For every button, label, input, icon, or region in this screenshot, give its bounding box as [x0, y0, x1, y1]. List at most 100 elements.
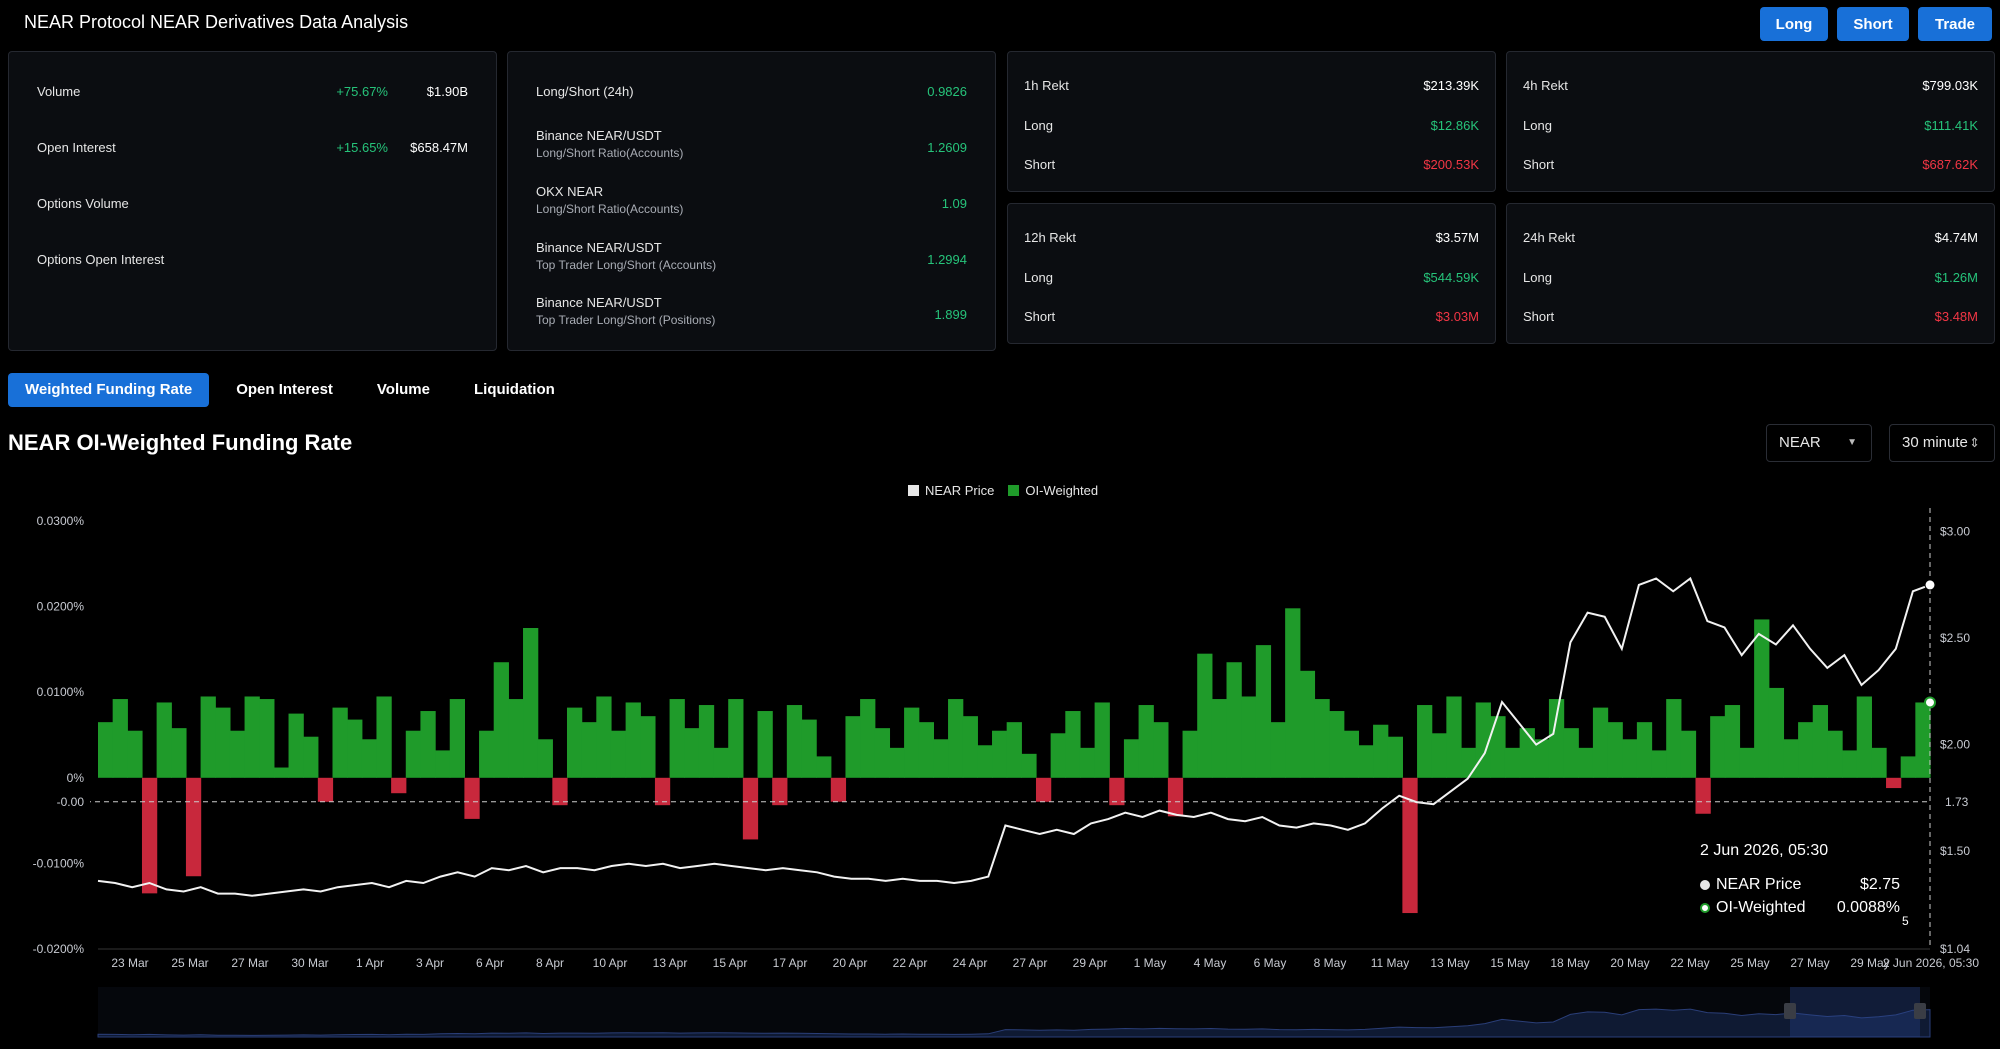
- funding-bar: [273, 767, 290, 778]
- y-left-tick-label: -0.0100%: [33, 856, 85, 870]
- ratio-label: Binance NEAR/USDT: [536, 240, 662, 255]
- funding-bar: [1724, 705, 1741, 778]
- rekt-title: 12h Rekt: [1024, 230, 1077, 245]
- funding-bar: [1285, 608, 1301, 778]
- x-tick-label: 27 May: [1790, 956, 1829, 970]
- funding-bar: [1490, 716, 1506, 778]
- funding-bar: [435, 750, 451, 778]
- funding-bar: [537, 739, 553, 778]
- funding-bar: [1373, 724, 1389, 778]
- interval-select[interactable]: 30 minute ⇕: [1889, 424, 1995, 462]
- rekt-long-label: Long: [1523, 270, 1552, 285]
- long-button[interactable]: Long: [1760, 7, 1828, 41]
- funding-bar: [728, 699, 744, 778]
- x-tick-label: 11 May: [1371, 956, 1409, 970]
- ratio-value: 1.2994: [927, 252, 967, 267]
- funding-bar: [1680, 730, 1697, 778]
- ratio-value: 1.09: [941, 196, 967, 211]
- navigator-handle[interactable]: [1914, 1003, 1926, 1019]
- funding-bar: [1842, 750, 1858, 778]
- funding-bar: [1299, 670, 1316, 778]
- funding-bar: [933, 739, 949, 778]
- funding-bar: [141, 777, 158, 894]
- y-left-tick-label: 0.0100%: [37, 685, 85, 699]
- funding-bar: [1329, 711, 1345, 778]
- funding-bar: [523, 628, 539, 778]
- x-tick-label: 23 Mar: [111, 956, 148, 970]
- funding-bar: [566, 707, 583, 778]
- tab-open-interest[interactable]: Open Interest: [236, 381, 333, 398]
- short-button[interactable]: Short: [1837, 7, 1909, 41]
- funding-bar: [1856, 696, 1872, 778]
- long-short-ratios-card: Long/Short (24h) 0.9826 Binance NEAR/USD…: [507, 51, 996, 351]
- funding-bar: [200, 696, 216, 778]
- funding-bar: [1636, 722, 1653, 778]
- funding-bar: [1153, 722, 1169, 778]
- funding-bar: [112, 699, 128, 778]
- tooltip-rate-value: 0.0088%: [1836, 899, 1900, 916]
- x-tick-label: 22 Apr: [893, 956, 928, 970]
- funding-bar: [508, 699, 524, 778]
- funding-bar: [581, 722, 597, 778]
- interval-select-value: 30 minute: [1902, 434, 1968, 451]
- updown-icon: ⇕: [1969, 435, 1980, 450]
- funding-bar: [244, 696, 260, 778]
- x-tick-label: 18 May: [1550, 956, 1589, 970]
- funding-bar: [1431, 733, 1447, 778]
- legend-label: OI-Weighted: [1025, 483, 1099, 498]
- funding-bar: [405, 730, 422, 778]
- y-right-tick-label: $2.50: [1940, 631, 1970, 645]
- x-tick-label: 13 Apr: [653, 956, 688, 970]
- ratio-label: Binance NEAR/USDT: [536, 295, 662, 310]
- tab-volume[interactable]: Volume: [376, 381, 430, 398]
- funding-bar: [830, 777, 847, 802]
- funding-bar: [1710, 716, 1726, 778]
- navigator-handle[interactable]: [1784, 1003, 1796, 1019]
- chart-title: NEAR OI-Weighted Funding Rate: [8, 430, 353, 455]
- tooltip-rate-row: OI-Weighted 0.0088%: [1700, 899, 1900, 917]
- x-tick-label: 22 May: [1670, 956, 1709, 970]
- trade-button[interactable]: Trade: [1918, 7, 1992, 41]
- funding-bar: [992, 730, 1008, 778]
- funding-rate-chart[interactable]: 0.0300% 0.0200% 0.0100% 0% -0.0100% -0.0200% $…: [0, 500, 2000, 1049]
- rekt-card-1h: 1h Rekt $213.39K Long $12.86K Short $200…: [1007, 51, 1496, 192]
- stat-label: Options Open Interest: [37, 252, 165, 267]
- funding-bar: [479, 730, 495, 778]
- ratio-value: 0.9826: [927, 84, 967, 99]
- funding-bar: [1358, 745, 1374, 778]
- funding-bar: [1900, 756, 1916, 778]
- funding-bar: [1402, 777, 1418, 914]
- funding-bar: [1167, 777, 1184, 817]
- rekt-total: $3.57M: [1435, 230, 1479, 245]
- coin-select[interactable]: NEAR ▼: [1766, 424, 1872, 462]
- funding-bar: [1783, 739, 1799, 778]
- tooltip-price-dot: [1700, 879, 1710, 890]
- tooltip-price-row: NEAR Price $2.75: [1700, 876, 1900, 894]
- funding-bar: [1387, 736, 1403, 778]
- legend-item-oi-weighted[interactable]: OI-Weighted: [1008, 483, 1098, 498]
- funding-bar: [98, 722, 114, 778]
- rekt-title: 4h Rekt: [1523, 78, 1568, 93]
- x-tick-label: 6 Apr: [476, 956, 504, 970]
- y-left-tick-label: 0.0300%: [37, 514, 85, 528]
- x-tick-label: 1 Apr: [356, 956, 384, 970]
- tab-liquidation[interactable]: Liquidation: [473, 381, 555, 398]
- funding-bar: [1827, 730, 1843, 778]
- x-tick-label: 20 Apr: [833, 956, 868, 970]
- funding-bar: [1255, 645, 1272, 778]
- rekt-long-label: Long: [1523, 118, 1552, 133]
- legend-swatch-oi: [1008, 485, 1020, 496]
- funding-bar: [156, 702, 172, 778]
- stat-label: Options Volume: [37, 196, 129, 211]
- market-stats-card: Volume +75.67% $1.90B Open Interest +15.…: [8, 51, 497, 351]
- tooltip-date: 2 Jun 2026, 05:30: [1700, 842, 1829, 859]
- funding-bar: [1138, 705, 1154, 778]
- funding-bar: [1065, 711, 1081, 778]
- tab-weighted-funding-rate[interactable]: Weighted Funding Rate: [8, 373, 210, 407]
- top-bar: NEAR Protocol NEAR Derivatives Data Anal…: [0, 0, 2000, 48]
- x-tick-label: 25 May: [1730, 956, 1769, 970]
- funding-bar: [1534, 739, 1550, 778]
- funding-bar: [684, 728, 700, 778]
- funding-bar: [1109, 777, 1125, 806]
- legend-item-price[interactable]: NEAR Price: [908, 483, 994, 498]
